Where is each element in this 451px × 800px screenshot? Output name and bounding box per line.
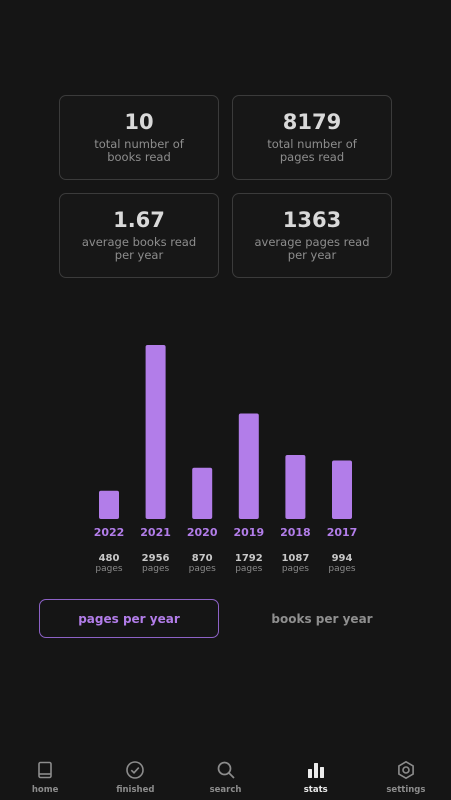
pages-per-year-chart: 2022480pages20212956pages2020870pages201… — [94, 345, 358, 574]
stat-card-avg-books: 1.67 average books read per year — [59, 193, 219, 278]
unit-label-2022: pages — [95, 564, 122, 574]
bar-2020[interactable] — [192, 467, 213, 519]
stat-card-avg-pages: 1363 average pages read per year — [232, 193, 392, 278]
bar-2019[interactable] — [238, 413, 259, 519]
year-label-2020: 2020 — [187, 526, 218, 539]
stat-label: total number of books read — [94, 137, 184, 164]
books-per-year-toggle[interactable]: books per year — [271, 611, 373, 626]
search-icon — [217, 761, 235, 779]
pages-per-year-toggle[interactable]: pages per year — [39, 599, 219, 638]
nav-label: search — [209, 785, 242, 795]
nav-label: finished — [116, 785, 155, 795]
stat-value: 1363 — [282, 208, 342, 232]
nav-label: settings — [386, 785, 426, 795]
unit-label-2018: pages — [282, 564, 309, 574]
bar-2017[interactable] — [332, 460, 352, 519]
unit-label-2017: pages — [328, 564, 355, 574]
stat-label: average books read per year — [81, 235, 197, 262]
gear-icon — [398, 760, 414, 780]
stat-card-total-pages: 8179 total number of pages read — [232, 95, 392, 180]
bar-2022[interactable] — [99, 490, 119, 519]
year-label-2017: 2017 — [327, 526, 358, 539]
check-circle-icon — [126, 761, 145, 779]
value-label-2019: 1792 — [235, 553, 263, 564]
year-label-2022: 2022 — [94, 526, 125, 539]
year-label-2021: 2021 — [140, 526, 171, 539]
stat-value: 10 — [124, 110, 154, 134]
stat-label: total number of pages read — [267, 137, 357, 164]
stat-value: 1.67 — [113, 208, 165, 232]
year-label-2018: 2018 — [280, 526, 311, 539]
stat-label: average pages read per year — [254, 235, 370, 262]
unit-label-2020: pages — [189, 564, 216, 574]
unit-label-2019: pages — [235, 564, 262, 574]
nav-search[interactable]: search — [180, 752, 270, 800]
stat-card-total-books: 10 total number of books read — [59, 95, 219, 180]
value-label-2022: 480 — [99, 553, 120, 564]
nav-label: stats — [303, 785, 328, 795]
nav-stats[interactable]: stats — [271, 752, 361, 800]
value-label-2021: 2956 — [142, 553, 170, 564]
stat-value: 8179 — [282, 110, 342, 134]
bar-2018[interactable] — [285, 455, 306, 519]
unit-label-2021: pages — [142, 564, 169, 574]
nav-home[interactable]: home — [0, 752, 90, 800]
bottom-nav: home finished search stats settings — [0, 752, 451, 800]
nav-settings[interactable]: settings — [361, 752, 451, 800]
year-label-2019: 2019 — [233, 526, 264, 539]
value-label-2018: 1087 — [281, 553, 309, 564]
bar-chart-icon — [307, 763, 324, 778]
nav-label: home — [31, 785, 59, 795]
value-label-2020: 870 — [192, 553, 213, 564]
value-label-2017: 994 — [332, 553, 353, 564]
book-icon — [38, 761, 52, 779]
nav-finished[interactable]: finished — [90, 752, 180, 800]
bar-2021[interactable] — [145, 345, 166, 519]
